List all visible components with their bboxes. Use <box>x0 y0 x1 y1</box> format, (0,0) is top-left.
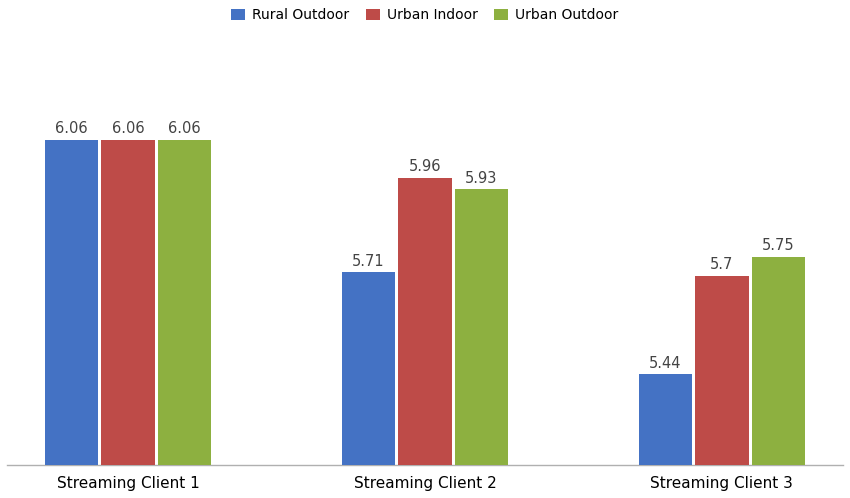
Text: 5.7: 5.7 <box>711 257 734 272</box>
Bar <box>455 189 508 498</box>
Bar <box>342 272 395 498</box>
Text: 5.75: 5.75 <box>762 239 795 253</box>
Bar <box>695 276 749 498</box>
Bar <box>639 374 692 498</box>
Bar <box>45 140 99 498</box>
Text: 5.71: 5.71 <box>352 253 385 268</box>
Bar <box>158 140 211 498</box>
Bar <box>751 257 805 498</box>
Text: 5.93: 5.93 <box>465 170 497 185</box>
Text: 6.06: 6.06 <box>111 122 144 136</box>
Text: 5.96: 5.96 <box>409 159 441 174</box>
Text: 6.06: 6.06 <box>55 122 88 136</box>
Text: 6.06: 6.06 <box>168 122 201 136</box>
Text: 5.44: 5.44 <box>649 356 682 371</box>
Bar <box>399 178 451 498</box>
Legend: Rural Outdoor, Urban Indoor, Urban Outdoor: Rural Outdoor, Urban Indoor, Urban Outdo… <box>226 3 624 28</box>
Bar <box>101 140 155 498</box>
